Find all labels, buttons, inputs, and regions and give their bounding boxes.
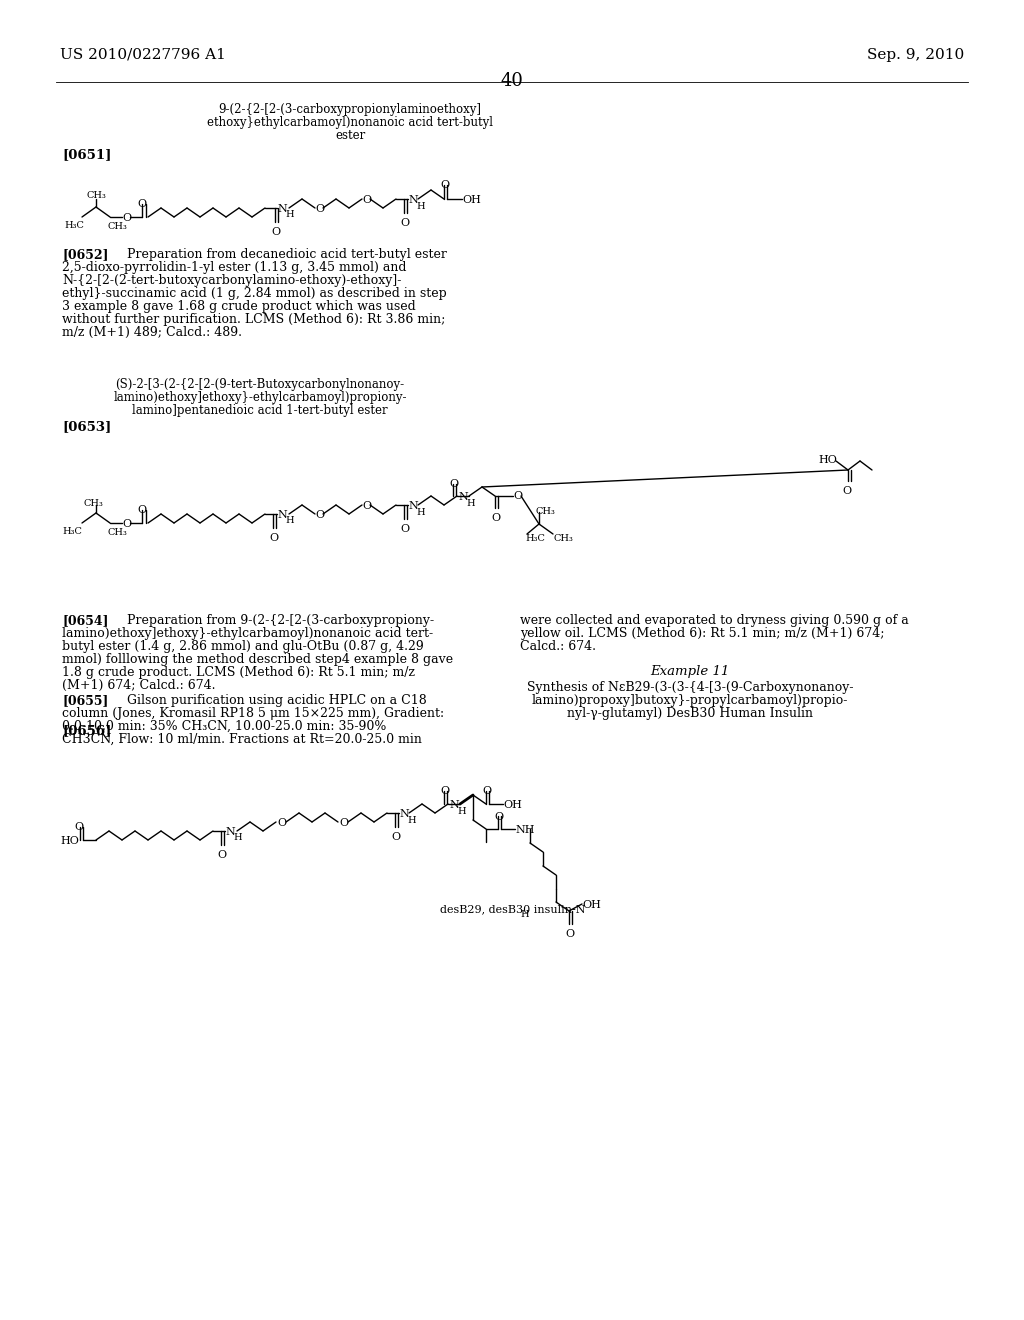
Text: O: O <box>278 818 286 828</box>
Text: [0656]: [0656] <box>62 723 112 737</box>
Text: lamino]pentanedioic acid 1-tert-butyl ester: lamino]pentanedioic acid 1-tert-butyl es… <box>132 404 388 417</box>
Text: 3 example 8 gave 1.68 g crude product which was used: 3 example 8 gave 1.68 g crude product wh… <box>62 300 416 313</box>
Text: yellow oil. LCMS (Method 6): Rt 5.1 min; m/z (M+1) 674;: yellow oil. LCMS (Method 6): Rt 5.1 min;… <box>520 627 885 640</box>
Text: [0651]: [0651] <box>62 148 112 161</box>
Text: H: H <box>416 508 425 517</box>
Text: H: H <box>520 909 528 919</box>
Text: O: O <box>492 513 501 523</box>
Text: Example 11: Example 11 <box>650 665 730 678</box>
Text: N: N <box>408 195 418 205</box>
Text: N: N <box>225 828 234 837</box>
Text: O: O <box>217 850 226 861</box>
Text: Calcd.: 674.: Calcd.: 674. <box>520 640 596 653</box>
Text: N: N <box>408 502 418 511</box>
Text: mmol) folllowing the method described step4 example 8 gave: mmol) folllowing the method described st… <box>62 653 454 667</box>
Text: H₃C: H₃C <box>63 220 84 230</box>
Text: [0655]: [0655] <box>62 694 109 708</box>
Text: O: O <box>122 213 131 223</box>
Text: O: O <box>482 785 492 796</box>
Text: O: O <box>450 479 459 488</box>
Text: N: N <box>278 510 287 520</box>
Text: (S)-2-[3-(2-{2-[2-(9-tert-Butoxycarbonylnonanoy-: (S)-2-[3-(2-{2-[2-(9-tert-Butoxycarbonyl… <box>116 378 404 391</box>
Text: O: O <box>122 519 131 529</box>
Text: CH₃: CH₃ <box>106 528 127 537</box>
Text: H: H <box>233 833 242 842</box>
Text: O: O <box>75 822 84 832</box>
Text: O: O <box>565 929 574 939</box>
Text: N: N <box>449 800 459 810</box>
Text: O: O <box>513 491 522 502</box>
Text: butyl ester (1.4 g, 2.86 mmol) and glu-OtBu (0.87 g, 4.29: butyl ester (1.4 g, 2.86 mmol) and glu-O… <box>62 640 424 653</box>
Text: [0654]: [0654] <box>62 614 109 627</box>
Text: 0.0-10.0 min: 35% CH₃CN, 10.00-25.0 min: 35-90%: 0.0-10.0 min: 35% CH₃CN, 10.00-25.0 min:… <box>62 719 386 733</box>
Text: column (Jones, Kromasil RP18 5 μm 15×225 mm), Gradient:: column (Jones, Kromasil RP18 5 μm 15×225… <box>62 708 444 719</box>
Text: O: O <box>137 506 146 515</box>
Text: NH: NH <box>515 825 535 836</box>
Text: O: O <box>315 510 325 520</box>
Text: without further purification. LCMS (Method 6): Rt 3.86 min;: without further purification. LCMS (Meth… <box>62 313 445 326</box>
Text: O: O <box>495 812 504 822</box>
Text: O: O <box>400 524 410 535</box>
Text: O: O <box>391 832 400 842</box>
Text: O: O <box>843 486 852 496</box>
Text: N: N <box>458 492 468 502</box>
Text: CH₃: CH₃ <box>106 222 127 231</box>
Text: N: N <box>278 205 287 214</box>
Text: Preparation from decanedioic acid tert-butyl ester: Preparation from decanedioic acid tert-b… <box>115 248 446 261</box>
Text: Gilson purification using acidic HPLC on a C18: Gilson purification using acidic HPLC on… <box>115 694 427 708</box>
Text: 1.8 g crude product. LCMS (Method 6): Rt 5.1 min; m/z: 1.8 g crude product. LCMS (Method 6): Rt… <box>62 667 415 678</box>
Text: Synthesis of NεB29-(3-(3-{4-[3-(9-Carboxynonanoy-: Synthesis of NεB29-(3-(3-{4-[3-(9-Carbox… <box>526 681 853 694</box>
Text: O: O <box>271 227 281 238</box>
Text: ester: ester <box>335 129 366 143</box>
Text: lamino)propoxy]butoxy}-propylcarbamoyl)propio-: lamino)propoxy]butoxy}-propylcarbamoyl)p… <box>531 694 848 708</box>
Text: 40: 40 <box>501 73 523 90</box>
Text: O: O <box>400 218 410 228</box>
Text: H: H <box>466 499 475 508</box>
Text: US 2010/0227796 A1: US 2010/0227796 A1 <box>60 48 226 62</box>
Text: [0652]: [0652] <box>62 248 109 261</box>
Text: O: O <box>339 818 348 828</box>
Text: desB29, desB30 insulin-N: desB29, desB30 insulin-N <box>440 904 586 913</box>
Text: CH₃: CH₃ <box>535 507 555 516</box>
Text: OH: OH <box>503 800 522 810</box>
Text: H: H <box>285 210 294 219</box>
Text: H: H <box>416 202 425 211</box>
Text: O: O <box>440 180 450 190</box>
Text: lamino)ethoxy]ethoxy}-ethylcarbamoyl)propiony-: lamino)ethoxy]ethoxy}-ethylcarbamoyl)pro… <box>114 391 407 404</box>
Text: H: H <box>457 807 466 816</box>
Text: O: O <box>315 205 325 214</box>
Text: m/z (M+1) 489; Calcd.: 489.: m/z (M+1) 489; Calcd.: 489. <box>62 326 242 339</box>
Text: ethyl}-succinamic acid (1 g, 2.84 mmol) as described in step: ethyl}-succinamic acid (1 g, 2.84 mmol) … <box>62 286 446 300</box>
Text: Preparation from 9-(2-{2-[2-(3-carboxypropiony-: Preparation from 9-(2-{2-[2-(3-carboxypr… <box>115 614 434 627</box>
Text: were collected and evaporated to dryness giving 0.590 g of a: were collected and evaporated to dryness… <box>520 614 908 627</box>
Text: CH₃: CH₃ <box>84 499 103 508</box>
Text: H: H <box>407 816 416 825</box>
Text: CH₃: CH₃ <box>86 191 105 201</box>
Text: Sep. 9, 2010: Sep. 9, 2010 <box>866 48 964 62</box>
Text: O: O <box>440 785 450 796</box>
Text: H₃C: H₃C <box>525 535 545 543</box>
Text: O: O <box>362 502 371 511</box>
Text: nyl-γ-glutamyl) DesB30 Human Insulin: nyl-γ-glutamyl) DesB30 Human Insulin <box>567 708 813 719</box>
Text: OH: OH <box>582 900 601 909</box>
Text: ethoxy}ethylcarbamoyl)nonanoic acid tert-butyl: ethoxy}ethylcarbamoyl)nonanoic acid tert… <box>207 116 493 129</box>
Text: HO: HO <box>818 455 837 465</box>
Text: (M+1) 674; Calcd.: 674.: (M+1) 674; Calcd.: 674. <box>62 678 215 692</box>
Text: 9-(2-{2-[2-(3-carboxypropionylaminoethoxy]: 9-(2-{2-[2-(3-carboxypropionylaminoethox… <box>218 103 481 116</box>
Text: H₃C: H₃C <box>62 527 82 536</box>
Text: O: O <box>362 195 371 205</box>
Text: [0653]: [0653] <box>62 420 112 433</box>
Text: O: O <box>269 533 279 543</box>
Text: N-{2-[2-(2-tert-butoxycarbonylamino-ethoxy)-ethoxy]-: N-{2-[2-(2-tert-butoxycarbonylamino-etho… <box>62 275 401 286</box>
Text: HO: HO <box>60 836 79 846</box>
Text: lamino)ethoxy]ethoxy}-ethylcarbamoyl)nonanoic acid tert-: lamino)ethoxy]ethoxy}-ethylcarbamoyl)non… <box>62 627 433 640</box>
Text: OH: OH <box>462 195 481 205</box>
Text: CH₃: CH₃ <box>553 535 572 543</box>
Text: CH3CN, Flow: 10 ml/min. Fractions at Rt=20.0-25.0 min: CH3CN, Flow: 10 ml/min. Fractions at Rt=… <box>62 733 422 746</box>
Text: N: N <box>399 809 409 818</box>
Text: O: O <box>137 199 146 209</box>
Text: H: H <box>285 516 294 525</box>
Text: 2,5-dioxo-pyrrolidin-1-yl ester (1.13 g, 3.45 mmol) and: 2,5-dioxo-pyrrolidin-1-yl ester (1.13 g,… <box>62 261 407 275</box>
